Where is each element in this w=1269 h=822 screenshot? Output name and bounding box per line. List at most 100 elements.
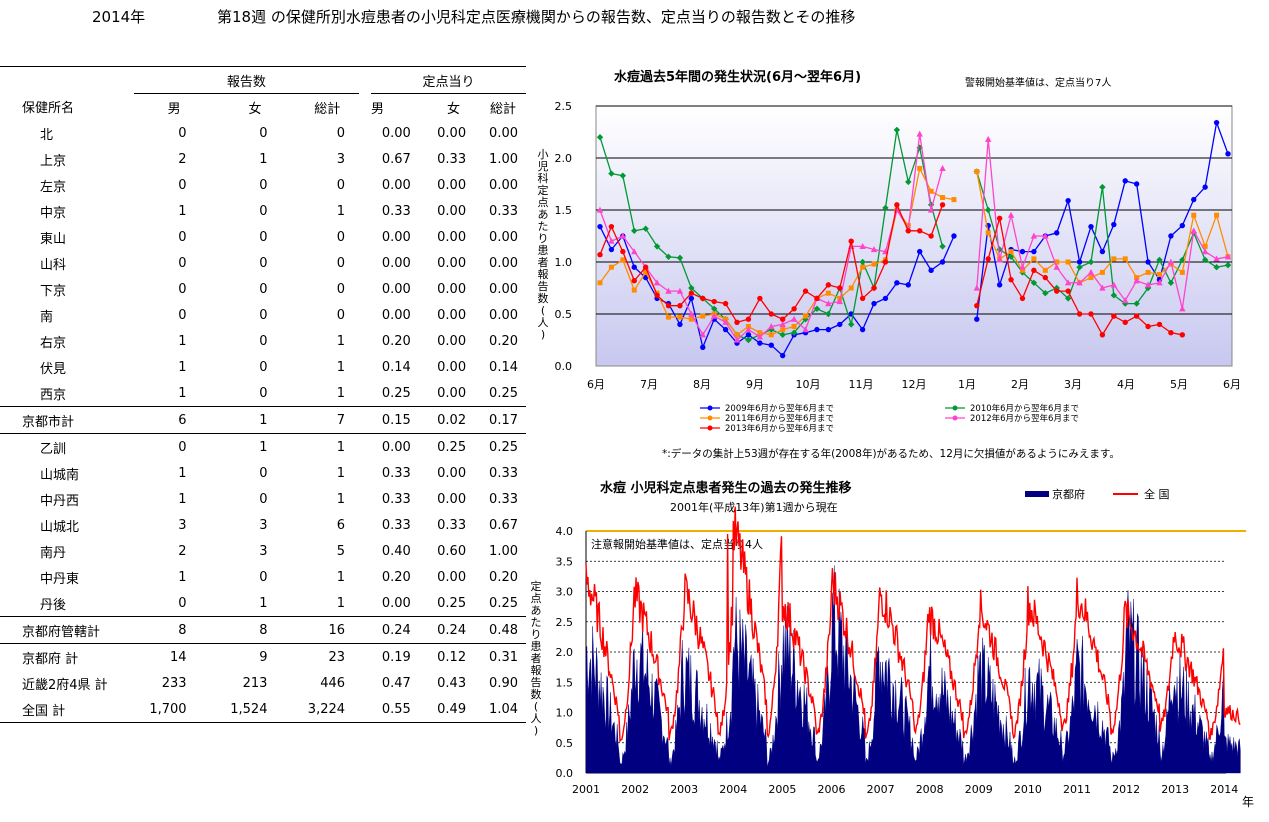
cell-total: 23 — [295, 643, 360, 670]
cell-total: 1 — [336, 465, 346, 481]
chart2-x-tick: 2008 — [916, 783, 944, 796]
cell-total: 1 — [336, 359, 346, 375]
chart1-point — [916, 130, 923, 137]
chart1-point — [905, 178, 912, 186]
chart1-point — [1167, 258, 1175, 265]
chart1-point — [620, 248, 626, 255]
chart1-point — [597, 223, 603, 230]
chart1-x-tick: 3月 — [1064, 378, 1082, 391]
chart1-point — [1202, 243, 1208, 249]
cell-per-female: 0.00 — [437, 333, 467, 349]
chart2-x-tick: 2006 — [818, 783, 846, 796]
chart2-x-tick: 2003 — [670, 783, 698, 796]
chart1-point — [894, 280, 900, 286]
chart2-y-tick: 3.0 — [556, 586, 574, 599]
chart1-point — [779, 316, 786, 322]
chart1-point — [1087, 269, 1095, 275]
cell-male: 0 — [178, 307, 187, 323]
cell-per-male: 0.24 — [371, 616, 427, 644]
cell-male: 0 — [178, 595, 187, 611]
cell-per-female: 0.00 — [437, 203, 467, 219]
report-year: 2014年 — [92, 8, 146, 26]
chart1-point — [790, 315, 798, 322]
table-row: 伏見 1 0 1 0.14 0.00 0.14 — [0, 354, 526, 380]
chart1-point — [768, 323, 775, 330]
chart1-point — [974, 169, 980, 175]
cell-per-female: 0.25 — [426, 433, 481, 460]
cell-name: 中丹東 — [40, 571, 80, 587]
chart1-y-tick: 2.5 — [555, 100, 573, 113]
chart1-point — [1122, 297, 1129, 304]
chart1-point — [1201, 248, 1209, 255]
chart1-point — [1042, 274, 1049, 281]
chart1-point — [1191, 212, 1197, 218]
cell-per-male: 0.14 — [381, 359, 411, 375]
cell-male: 1 — [178, 465, 187, 481]
cell-per-male: 0.00 — [381, 125, 411, 141]
chart1-point — [791, 306, 797, 312]
chart1-point — [1225, 151, 1231, 157]
chart1-point — [905, 282, 911, 288]
cell-per-total: 0.33 — [489, 465, 518, 481]
cell-name: 伏見 — [40, 361, 67, 377]
chart1-point — [631, 287, 637, 293]
chart2-title: 水痘 小児科定点患者発生の過去の発生推移 — [600, 480, 852, 496]
chart1-point — [1168, 233, 1174, 239]
chart1-footnote: *:データの集計上53週が存在する年(2008年)があるため、12月に欠損値があ… — [662, 447, 1120, 460]
table-row: 山城南 1 0 1 0.33 0.00 0.33 — [0, 460, 526, 486]
chart1-point — [1065, 288, 1071, 294]
chart1-y-tick: 0.0 — [555, 360, 573, 373]
chart1-point — [825, 310, 832, 318]
cell-male: 0 — [178, 125, 187, 141]
chart1-point — [1122, 319, 1128, 326]
cell-name: 山科 — [40, 257, 67, 273]
table-row: 南 0 0 0 0.00 0.00 0.00 — [0, 302, 526, 328]
chart1-point — [1054, 288, 1060, 294]
cell-name: 左京 — [40, 179, 67, 195]
cell-name: 北 — [40, 127, 54, 143]
chart1-point — [1202, 184, 1208, 190]
group-header-row: 報告数 定点当り — [0, 66, 526, 94]
table-row: 京都府 計 14 9 23 0.19 0.12 0.31 — [0, 643, 526, 670]
chart1-point — [814, 295, 820, 302]
cell-total: 0 — [336, 281, 346, 297]
chart1-point — [917, 165, 923, 171]
chart1-point — [1031, 256, 1037, 262]
chart1-point — [985, 230, 991, 236]
chart1-point — [745, 326, 752, 333]
chart1-point — [814, 326, 820, 333]
chart1-point — [939, 259, 946, 265]
cell-per-female: 0.00 — [437, 359, 467, 375]
chart1-legend-marker — [707, 405, 713, 411]
chart1-point — [837, 321, 843, 328]
chart1-point — [779, 352, 786, 359]
cell-total: 1 — [336, 385, 346, 401]
chart1-point — [1099, 248, 1106, 255]
cell-per-total: 0.00 — [489, 229, 518, 245]
chart1-point — [1168, 330, 1174, 336]
chart2-y-tick: 1.5 — [556, 676, 574, 689]
table-row: 乙訓 0 1 1 0.00 0.25 0.25 — [0, 433, 526, 460]
cell-total: 0 — [336, 177, 346, 193]
chart1-point — [927, 206, 935, 213]
col-per-female-header: 女 — [446, 101, 460, 117]
chart1-point — [1201, 256, 1209, 264]
chart1-legend-marker — [952, 405, 958, 411]
cell-female: 0 — [259, 255, 268, 271]
cell-name: 京都府管轄計 — [0, 616, 134, 644]
chart1-point — [642, 225, 649, 232]
chart1-point — [1076, 279, 1083, 286]
chart1-x-tick: 6月 — [1223, 378, 1241, 391]
chart1-point — [917, 228, 923, 234]
table-row: 中丹東 1 0 1 0.20 0.00 0.20 — [0, 564, 526, 590]
chart2-x-tick: 2010 — [1014, 783, 1042, 796]
chart1-point — [1179, 305, 1186, 312]
chart1-point — [768, 342, 774, 348]
chart1-point — [745, 332, 752, 338]
chart1-point — [631, 264, 637, 270]
cell-per-female: 0.00 — [437, 177, 467, 193]
chart1-legend-marker — [707, 425, 713, 431]
chart1-point — [894, 202, 900, 208]
cell-total: 3,224 — [295, 696, 360, 723]
cell-per-male: 0.33 — [381, 517, 411, 533]
